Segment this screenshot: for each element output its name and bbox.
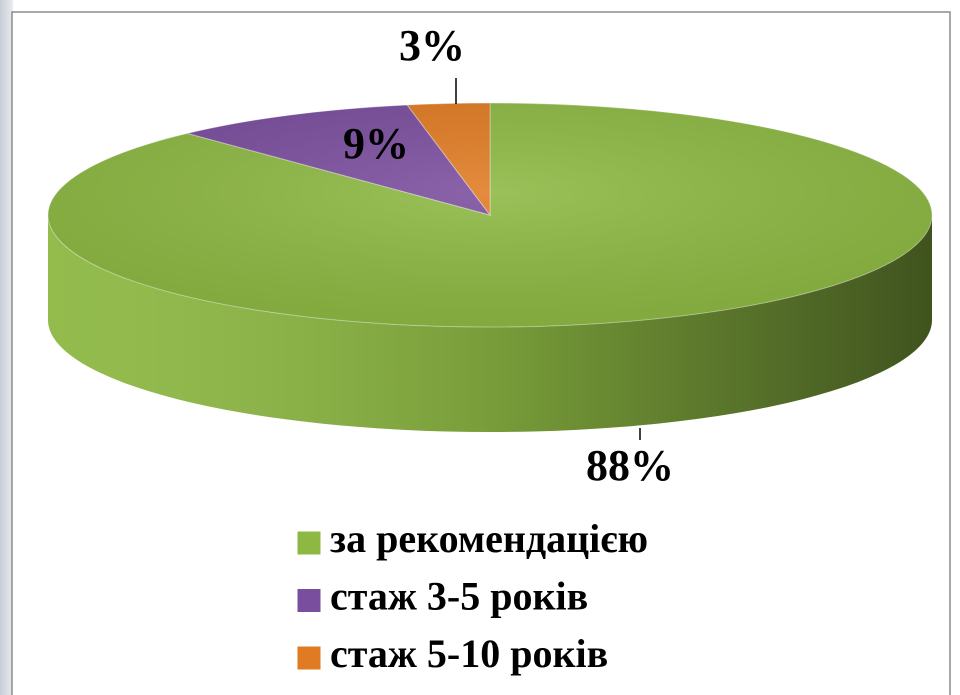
value-label: 88%: [586, 441, 674, 490]
legend-swatch: [297, 531, 321, 555]
legend-swatch: [297, 589, 321, 613]
value-label: 3%: [399, 21, 465, 70]
legend-label: стаж 5-10 років: [330, 631, 608, 676]
chart: 88% 9% 3% за рекомендацією стаж 3-5 років ст…: [0, 0, 960, 695]
legend-label: стаж 3-5 років: [330, 574, 588, 619]
value-label: 9%: [343, 119, 409, 168]
legend-label: за рекомендацією: [330, 516, 648, 561]
page: 88% 9% 3% за рекомендацією стаж 3-5 років ст…: [0, 0, 960, 695]
legend-swatch: [297, 646, 321, 670]
